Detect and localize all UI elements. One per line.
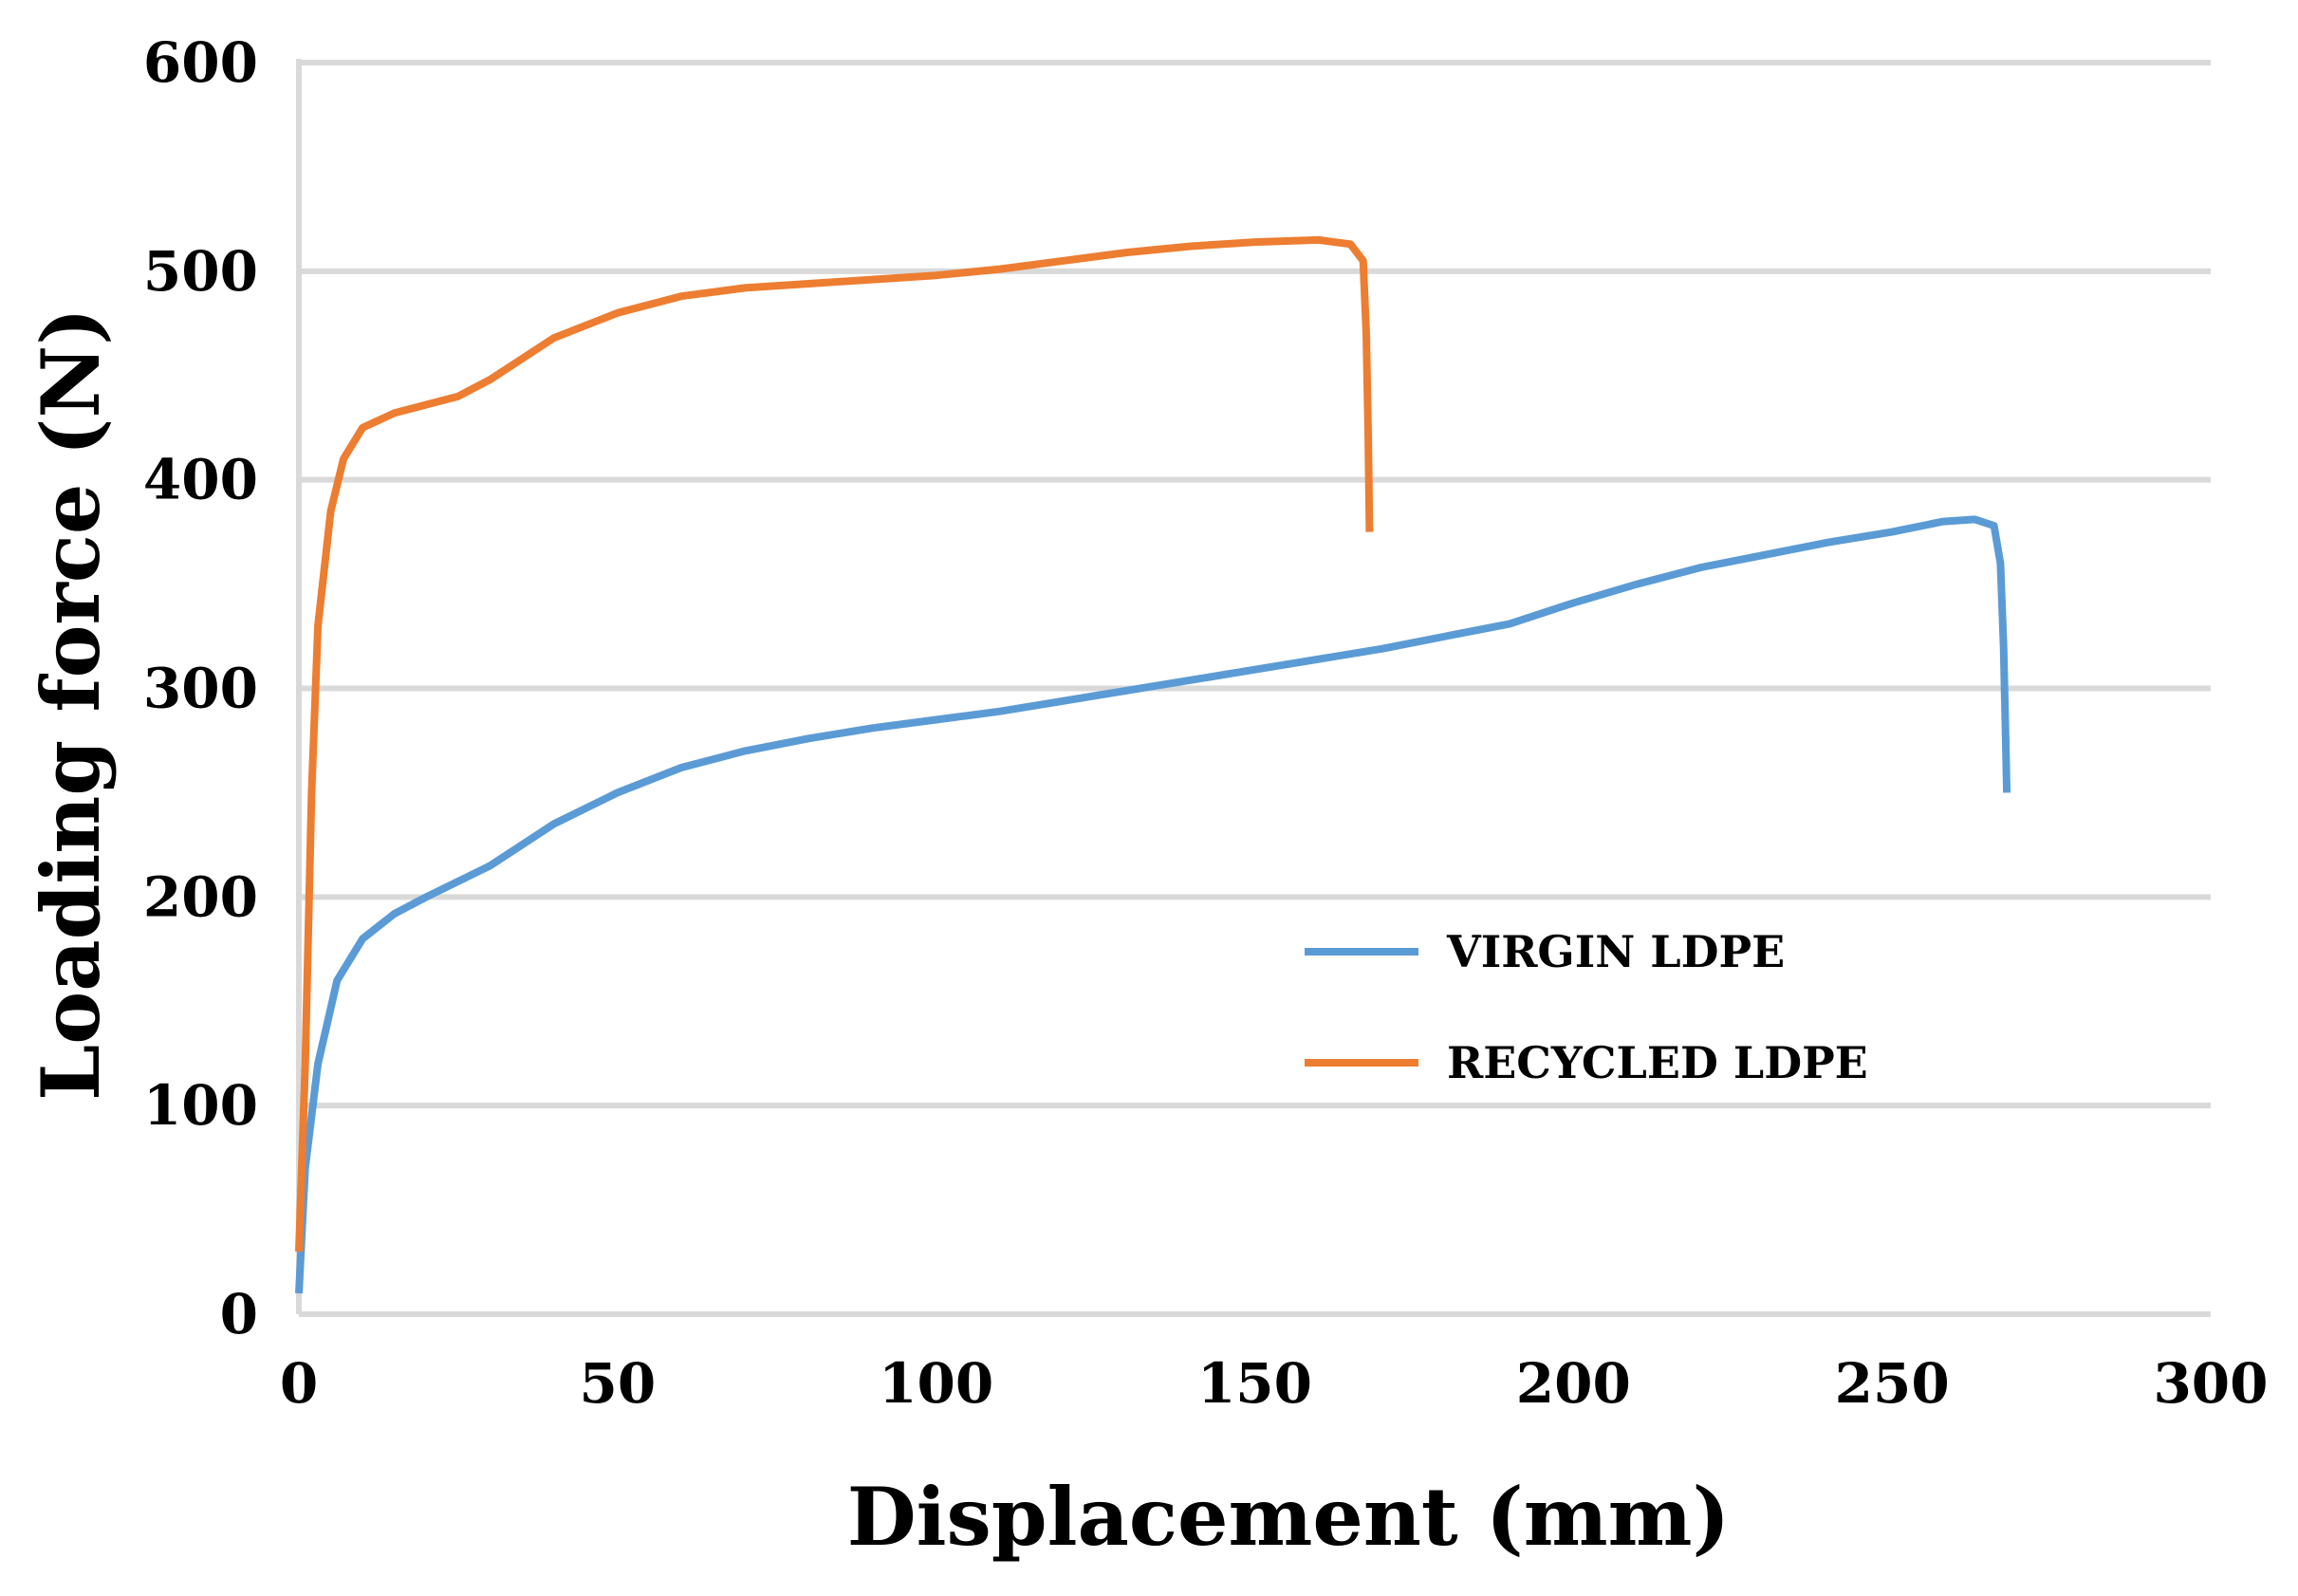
x-tick-label: 100 — [879, 1351, 993, 1416]
y-axis-title: Loading force (N) — [24, 307, 118, 1101]
series-line-1 — [295, 235, 1374, 1253]
x-tick-labels: 0 50 100 150 200 250 300 — [280, 1351, 2269, 1416]
x-tick-label: 250 — [1835, 1351, 1950, 1416]
x-tick-label: 300 — [2153, 1351, 2268, 1416]
x-tick-label: 150 — [1197, 1351, 1312, 1416]
y-tick-label: 0 — [220, 1282, 258, 1346]
y-tick-label: 300 — [143, 657, 258, 721]
y-tick-label: 500 — [143, 239, 258, 304]
y-tick-label: 600 — [143, 30, 258, 95]
x-tick-label: 200 — [1516, 1351, 1631, 1416]
legend: VIRGIN LDPE RECYCLED LDPE — [1305, 926, 1868, 1088]
legend-label-1: RECYCLED LDPE — [1447, 1037, 1868, 1088]
grid-lines — [299, 60, 2211, 1109]
x-axis-title: Displacement (mm) — [847, 1470, 1730, 1564]
x-tick-label: 0 — [280, 1351, 318, 1416]
y-tick-label: 400 — [143, 448, 258, 512]
y-tick-label: 200 — [143, 864, 258, 929]
x-tick-label: 50 — [579, 1351, 656, 1416]
y-tick-label: 100 — [143, 1073, 258, 1138]
series-line-0 — [295, 515, 2011, 1294]
axes — [296, 59, 2211, 1317]
series-lines — [295, 235, 2011, 1294]
y-tick-labels: 0 100 200 300 400 500 600 — [143, 30, 258, 1346]
legend-label-0: VIRGIN LDPE — [1446, 926, 1785, 977]
